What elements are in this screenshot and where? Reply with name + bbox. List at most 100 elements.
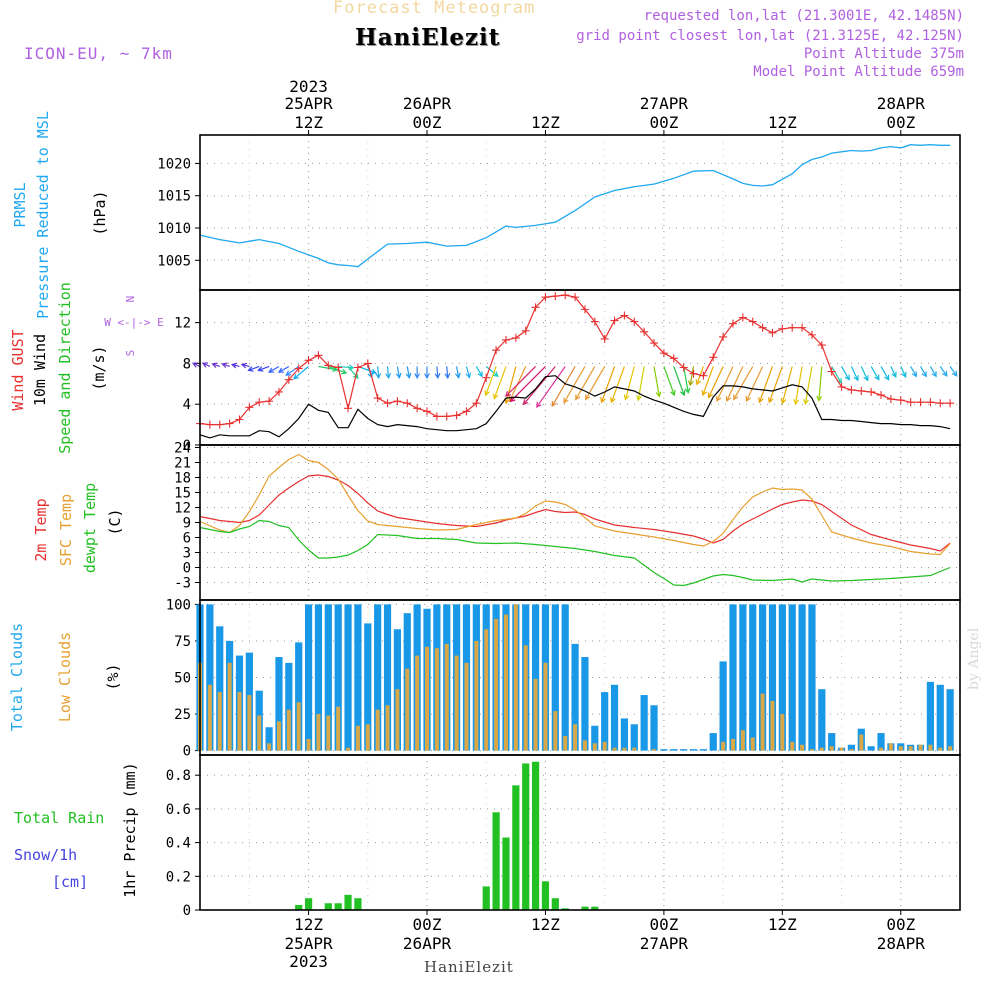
wind-barb-head bbox=[803, 398, 809, 406]
wind-barb-shaft bbox=[268, 365, 280, 373]
rain-bar bbox=[354, 898, 362, 910]
gust-marker bbox=[423, 407, 432, 416]
wind-barb-head bbox=[563, 397, 569, 404]
wind-barb-shaft bbox=[939, 366, 948, 377]
wind-barb-head bbox=[684, 387, 691, 394]
rain-bar bbox=[482, 886, 490, 910]
gust-marker bbox=[709, 353, 718, 362]
total-cloud-bar bbox=[640, 695, 648, 751]
wind-barb-shaft bbox=[637, 366, 645, 401]
y-tick-label: 8 bbox=[183, 356, 191, 372]
wind-barb bbox=[663, 366, 676, 397]
wind-barb bbox=[221, 362, 230, 369]
wind-barb-shaft bbox=[523, 366, 556, 405]
compass-south: S bbox=[124, 350, 137, 357]
wind-barb-shaft bbox=[485, 366, 497, 396]
wind-barb bbox=[444, 366, 451, 380]
wind-barb-shaft bbox=[689, 366, 695, 386]
rain-bar bbox=[334, 903, 342, 910]
wind-barb-head bbox=[424, 373, 430, 380]
total-cloud-bar bbox=[551, 604, 559, 751]
low-cloud-bar bbox=[425, 646, 430, 751]
low-cloud-bar bbox=[750, 737, 755, 751]
wind-barb bbox=[414, 366, 421, 380]
rain-bar bbox=[324, 903, 332, 910]
wind-barb bbox=[277, 365, 290, 373]
y-tick-label: 75 bbox=[174, 634, 191, 650]
wind-barb bbox=[688, 366, 695, 387]
wind-barb bbox=[725, 366, 744, 403]
gust-marker bbox=[531, 303, 540, 312]
wind-barb-head bbox=[733, 394, 739, 401]
top-date-label: 28APR bbox=[877, 94, 926, 113]
y-tick-label: -3 bbox=[174, 576, 191, 592]
y-tick-label: 0.6 bbox=[166, 802, 191, 818]
wind-barb-shaft bbox=[551, 366, 576, 407]
gust-marker bbox=[472, 399, 481, 408]
wind-barb-head bbox=[844, 374, 850, 381]
wind-barb bbox=[551, 366, 576, 408]
panel-precip: 0 0.2 0.4 0.6 0.8 Total Rain Snow/1h [cm] 1hr Pr… bbox=[14, 754, 961, 919]
low-cloud-bar bbox=[602, 741, 607, 751]
low-cloud-bar bbox=[276, 721, 281, 751]
wind-barb-shaft bbox=[248, 365, 260, 371]
pressure-line bbox=[199, 144, 951, 268]
point-altitude: Point Altitude 375m bbox=[803, 46, 964, 62]
bottom-date-label: 27APR bbox=[640, 934, 689, 953]
y-tick-label: 6 bbox=[183, 531, 191, 547]
wind-barb-shaft bbox=[624, 366, 635, 400]
y-tick-label: 0 bbox=[183, 744, 191, 760]
panel-label: dewpt Temp bbox=[81, 483, 99, 573]
wind-barb-shaft bbox=[285, 365, 300, 376]
wind-barb-shaft bbox=[192, 362, 201, 368]
rain-bar bbox=[522, 763, 530, 910]
bottom-date-label: 26APR bbox=[403, 934, 452, 953]
wind-barb bbox=[610, 366, 625, 404]
total-cloud-bar bbox=[660, 749, 668, 751]
wind-barb bbox=[492, 366, 507, 400]
gust-marker bbox=[225, 419, 234, 428]
wind-barb-head bbox=[385, 373, 392, 380]
wind-barb-shaft bbox=[293, 366, 309, 380]
panel-label: SFC Temp bbox=[57, 494, 75, 566]
low-cloud-bar bbox=[296, 702, 301, 751]
gust-marker bbox=[659, 349, 668, 358]
low-cloud-bar bbox=[829, 746, 834, 751]
wind-barb-shaft bbox=[222, 363, 230, 368]
low-cloud-bar bbox=[286, 709, 291, 751]
wind-barb-head bbox=[492, 393, 499, 400]
y-tick-label: 0.2 bbox=[166, 869, 191, 885]
wind-barb-shaft bbox=[781, 366, 793, 404]
low-cloud-bar bbox=[355, 725, 360, 751]
low-cloud-bar bbox=[888, 743, 893, 751]
wind-barb-shaft bbox=[683, 366, 689, 393]
wind-barb-shaft bbox=[610, 366, 625, 403]
wind-barb bbox=[758, 366, 774, 404]
total-cloud-bar bbox=[374, 604, 382, 751]
wind-barb bbox=[268, 365, 280, 373]
gust-marker bbox=[344, 404, 353, 413]
total-cloud-bar bbox=[808, 604, 816, 751]
wind-barb-head bbox=[951, 370, 958, 377]
low-cloud-bar bbox=[790, 741, 795, 751]
wind-barb bbox=[745, 366, 764, 403]
total-cloud-bar bbox=[670, 749, 678, 751]
dewpoint-line bbox=[199, 519, 951, 587]
wind-barb-head bbox=[863, 375, 869, 382]
gust-marker bbox=[324, 361, 333, 370]
low-cloud-bar bbox=[237, 692, 242, 751]
wind-barb-head bbox=[536, 401, 542, 408]
wind-barb bbox=[536, 366, 566, 408]
low-cloud-bar bbox=[652, 749, 657, 751]
total-cloud-bar bbox=[344, 604, 352, 751]
wind-barb-shaft bbox=[406, 366, 410, 378]
wind-barb-shaft bbox=[505, 366, 537, 397]
wind-barb-shaft bbox=[758, 366, 774, 403]
wind-barb-head bbox=[874, 374, 880, 381]
wind-barb bbox=[405, 366, 412, 379]
wind-barb-head bbox=[375, 373, 382, 380]
rain-bar bbox=[492, 812, 500, 910]
total-cloud-bar bbox=[788, 604, 796, 751]
top-hour-label: 00Z bbox=[886, 113, 915, 132]
